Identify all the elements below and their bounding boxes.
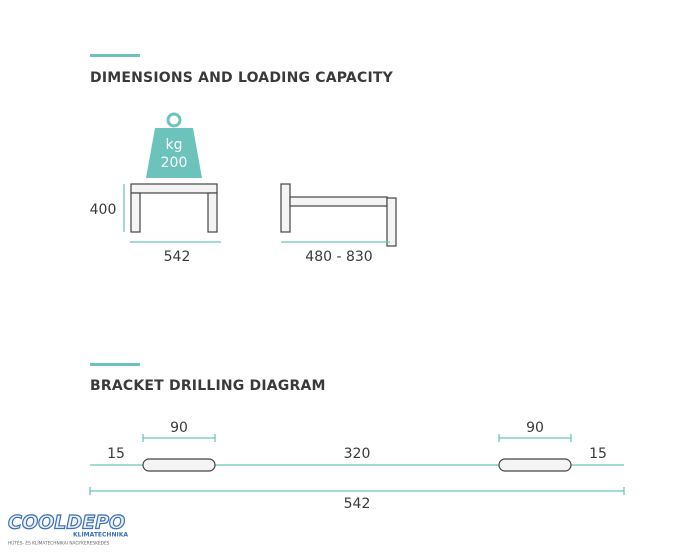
margin-label: 15	[589, 446, 607, 462]
logo-brand: COOLDEPO	[8, 512, 125, 534]
width-label: 542	[164, 249, 191, 265]
logo-tagline: HŰTÉS- ÉS KLÍMATECHNIKAI NAGYKERESKEDÉS	[8, 539, 110, 547]
weight-icon: kg 200	[146, 112, 202, 178]
height-label: 400	[90, 202, 117, 218]
slot-label: 90	[526, 420, 544, 436]
accent-bar	[90, 54, 140, 57]
logo-sub: KLÍMATECHNIKA	[73, 531, 128, 539]
weight-load: 200	[161, 155, 188, 171]
side-view	[280, 183, 397, 247]
spacing-label: 320	[344, 446, 371, 462]
section-title: DIMENSIONS AND LOADING CAPACITY	[90, 70, 394, 86]
slot-label: 90	[170, 420, 188, 436]
total-label: 542	[344, 496, 371, 512]
drilling-diagram	[89, 434, 625, 495]
margin-label: 15	[107, 446, 125, 462]
weight-unit: kg	[166, 137, 183, 153]
section-title: BRACKET DRILLING DIAGRAM	[90, 378, 326, 394]
front-view	[123, 183, 221, 243]
accent-bar	[90, 363, 140, 366]
depth-label: 480 - 830	[305, 249, 372, 265]
